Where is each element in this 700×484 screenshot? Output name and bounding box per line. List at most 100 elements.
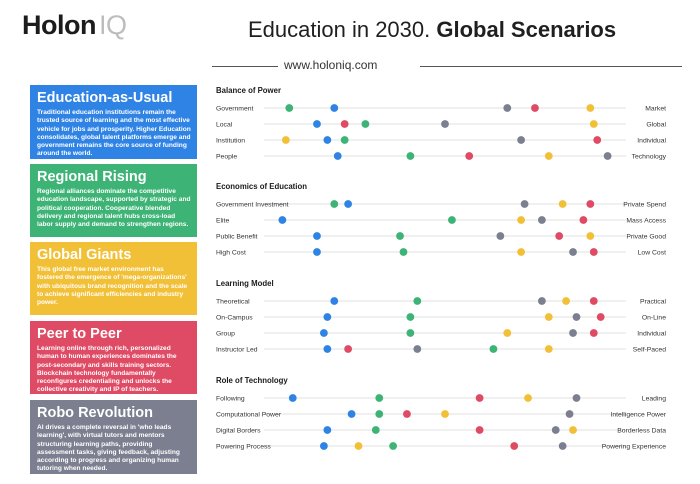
scenario-description: AI drives a complete reversal in 'who le… — [37, 424, 180, 473]
dimension-right-label: On-Line — [642, 315, 666, 322]
scenario-dot-robo-revolution — [517, 136, 526, 144]
scenario-dot-regional-rising — [371, 426, 380, 434]
scenario-dot-global-giants — [544, 345, 553, 353]
scenario-description: Learning online through rich, personaliz… — [37, 345, 177, 394]
dimension-right-label: Powering Experience — [602, 444, 666, 451]
scenario-dot-peer-to-peer — [475, 394, 484, 402]
scenario-dot-peer-to-peer — [340, 120, 349, 128]
scenario-dot-regional-rising — [406, 329, 415, 337]
scenario-dot-education-as-usual — [313, 120, 321, 128]
scenario-dot-robo-revolution — [558, 442, 567, 450]
dimension-left-label: Group — [216, 331, 235, 338]
scenario-dot-regional-rising — [396, 232, 404, 240]
dimension-group-title: Economics of Education — [216, 182, 307, 191]
dimension-right-label: Technology — [632, 154, 667, 161]
scenario-dot-peer-to-peer — [555, 232, 564, 240]
dimension-right-label: Borderless Data — [617, 428, 666, 435]
dimension-right-label: Low Cost — [638, 250, 666, 257]
scenario-dot-robo-revolution — [603, 152, 612, 160]
scenario-dot-peer-to-peer — [586, 200, 595, 208]
dimension-left-label: Institution — [216, 138, 245, 145]
title-bold: Global Scenarios — [436, 17, 617, 42]
scenario-dot-education-as-usual — [347, 410, 356, 418]
dimension-right-label: Individual — [637, 331, 666, 338]
scenario-dot-global-giants — [562, 297, 570, 305]
scenario-dot-education-as-usual — [323, 136, 332, 144]
dimension-left-label: Public Benefit — [216, 234, 258, 241]
holoniq-logo: Holon IQ — [22, 10, 127, 41]
scenario-dot-robo-revolution — [496, 232, 505, 240]
scenario-dot-robo-revolution — [503, 104, 512, 112]
dimension-left-label: Instructor Led — [216, 347, 258, 354]
dimension-right-label: Mass Access — [626, 218, 666, 225]
scenario-dot-regional-rising — [375, 394, 384, 402]
scenario-dot-robo-revolution — [569, 329, 577, 337]
scenario-card-global-giants: Global Giants This global free market en… — [30, 242, 197, 315]
dimension-left-label: Local — [216, 122, 233, 129]
scenario-dot-global-giants — [354, 442, 363, 450]
scenario-dot-robo-revolution — [569, 248, 577, 256]
scenario-dot-peer-to-peer — [344, 345, 353, 353]
dimension-left-label: People — [216, 154, 237, 161]
scenario-dot-peer-to-peer — [403, 410, 411, 418]
scenario-dot-global-giants — [558, 200, 567, 208]
scenario-card-robo-revolution: Robo Revolution AI drives a complete rev… — [30, 400, 197, 474]
scenario-dot-peer-to-peer — [589, 248, 598, 256]
scenario-title: Global Giants — [37, 247, 132, 263]
dimension-left-label: Government Investment — [216, 202, 289, 209]
dimension-group-title: Balance of Power — [216, 86, 281, 95]
scenario-title: Regional Rising — [37, 169, 147, 185]
scenario-dot-peer-to-peer — [593, 136, 602, 144]
url-divider-left — [212, 66, 278, 67]
scenario-dot-robo-revolution — [565, 410, 574, 418]
scenario-dot-robo-revolution — [441, 120, 449, 128]
scenario-dot-global-giants — [517, 216, 526, 224]
website-url: www.holoniq.com — [284, 58, 378, 72]
dimension-right-label: Individual — [637, 138, 666, 145]
scenario-card-peer-to-peer: Peer to Peer Learning online through ric… — [30, 321, 197, 394]
dimension-right-label: Self-Paced — [633, 347, 666, 354]
scenario-dot-global-giants — [569, 426, 577, 434]
scenario-dot-education-as-usual — [313, 232, 321, 240]
scenario-dot-robo-revolution — [572, 313, 581, 321]
dimension-group-title: Role of Technology — [216, 376, 288, 385]
scenario-dot-education-as-usual — [288, 394, 297, 402]
scenario-dot-global-giants — [544, 152, 553, 160]
scenario-dot-education-as-usual — [330, 104, 339, 112]
dimension-right-label: Private Spend — [623, 202, 666, 209]
dimension-left-label: Theoretical — [216, 299, 250, 306]
scenario-title: Peer to Peer — [37, 326, 122, 342]
scenario-dot-education-as-usual — [323, 345, 332, 353]
scenario-dot-regional-rising — [389, 442, 397, 450]
scenario-dot-education-as-usual — [323, 426, 332, 434]
scenario-dot-regional-rising — [375, 410, 384, 418]
scenario-title: Robo Revolution — [37, 405, 153, 421]
scenario-dot-global-giants — [441, 410, 449, 418]
scenario-dot-education-as-usual — [323, 313, 332, 321]
logo-main-text: Holon — [22, 10, 96, 40]
scenario-dot-peer-to-peer — [589, 329, 598, 337]
scenario-description: This global free market environment has … — [37, 266, 188, 307]
scenario-dot-global-giants — [281, 136, 290, 144]
scenario-dot-education-as-usual — [333, 152, 342, 160]
dimension-right-label: Practical — [640, 299, 667, 306]
scenario-dot-education-as-usual — [320, 442, 328, 450]
dimension-left-label: Digital Borders — [216, 428, 261, 435]
dimension-left-label: Following — [216, 396, 245, 403]
dimension-right-label: Private Good — [626, 234, 666, 241]
scenario-dot-regional-rising — [448, 216, 456, 224]
dimension-left-label: High Cost — [216, 250, 246, 257]
dimension-right-label: Market — [645, 106, 666, 113]
scenario-card-education-as-usual: Education-as-Usual Traditional education… — [30, 85, 197, 159]
dimension-group-title: Learning Model — [216, 279, 274, 288]
scenario-dot-global-giants — [524, 394, 532, 402]
scenario-dot-education-as-usual — [344, 200, 353, 208]
scenario-dot-regional-rising — [399, 248, 408, 256]
scenario-dot-education-as-usual — [320, 329, 328, 337]
scenario-dot-peer-to-peer — [475, 426, 484, 434]
scenario-dot-education-as-usual — [278, 216, 287, 224]
dimension-left-label: Powering Process — [216, 444, 271, 451]
scenario-description: Traditional education institutions remai… — [37, 109, 191, 158]
url-divider-right — [420, 66, 682, 67]
scenario-dot-education-as-usual — [330, 297, 339, 305]
